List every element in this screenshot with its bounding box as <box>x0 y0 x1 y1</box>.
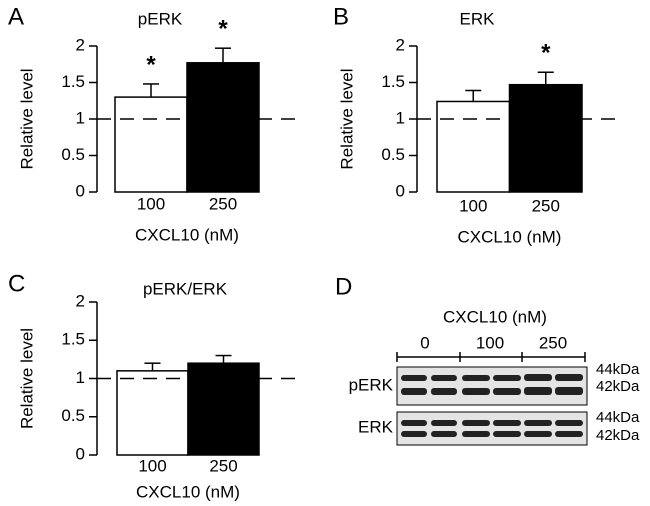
bar <box>508 83 583 193</box>
bar <box>116 370 189 456</box>
lane-label: 100 <box>476 333 504 352</box>
blot-title: CXCL10 (nM) <box>443 307 547 326</box>
size-label: 42kDa <box>596 378 640 395</box>
bands <box>401 374 583 437</box>
blot-panel: D CXCL10 (nM) 0 100 250 pERK ERK 44kDa 4… <box>335 273 640 446</box>
blot-box <box>396 366 588 406</box>
y-tick-label: 1 <box>396 108 405 127</box>
y-tick-label: 0 <box>76 444 85 463</box>
size-label: 44kDa <box>596 361 640 378</box>
y-axis-label: Relative level <box>337 68 356 169</box>
size-label: 42kDa <box>596 427 640 444</box>
y-tick-label: 1 <box>76 368 85 387</box>
y-tick-label: 0.5 <box>61 145 85 164</box>
x-tick-label: 100 <box>137 194 165 213</box>
lane-label: 0 <box>420 333 429 352</box>
y-axis-label: Relative level <box>17 68 36 169</box>
significance-mark: * <box>541 40 551 67</box>
y-tick-label: 2 <box>76 35 85 54</box>
bar <box>187 362 260 456</box>
panel-letter: D <box>335 273 352 300</box>
x-tick-label: 100 <box>459 196 487 215</box>
chart-title: ERK <box>460 9 496 28</box>
blot-box <box>396 411 588 446</box>
x-tick-label: 250 <box>209 456 237 475</box>
x-tick-label: 250 <box>532 196 560 215</box>
row-label: ERK <box>358 417 394 436</box>
significance-mark: * <box>218 16 228 43</box>
y-tick-label: 0.5 <box>381 145 405 164</box>
x-axis-label: CXCL10 (nM) <box>135 225 239 244</box>
panel-letter: C <box>8 270 25 297</box>
row-label: pERK <box>349 375 394 394</box>
bar <box>186 62 260 193</box>
y-tick-label: 2 <box>396 35 405 54</box>
x-tick-label: 100 <box>138 456 166 475</box>
y-tick-label: 0 <box>396 181 405 200</box>
chart-title: pERK <box>138 9 183 28</box>
bar <box>114 96 188 193</box>
y-tick-label: 1 <box>76 108 85 127</box>
lane-bracket <box>396 352 586 362</box>
y-axis-label: Relative level <box>17 328 36 429</box>
y-tick-label: 0.5 <box>61 406 85 425</box>
size-label: 44kDa <box>596 409 640 426</box>
x-axis-label: CXCL10 (nM) <box>458 227 562 246</box>
significance-mark: * <box>146 51 156 78</box>
y-tick-label: 1.5 <box>61 72 85 91</box>
y-tick-label: 1.5 <box>381 72 405 91</box>
x-tick-label: 250 <box>209 194 237 213</box>
y-tick-label: 0 <box>76 181 85 200</box>
panel-letter: A <box>8 3 24 30</box>
lane-label: 250 <box>539 333 567 352</box>
panel-letter: B <box>333 3 349 30</box>
y-tick-label: 2 <box>76 291 85 310</box>
chart-title: pERK/ERK <box>143 279 228 298</box>
x-axis-label: CXCL10 (nM) <box>136 482 240 501</box>
bar <box>436 100 511 193</box>
y-tick-label: 1.5 <box>61 330 85 349</box>
